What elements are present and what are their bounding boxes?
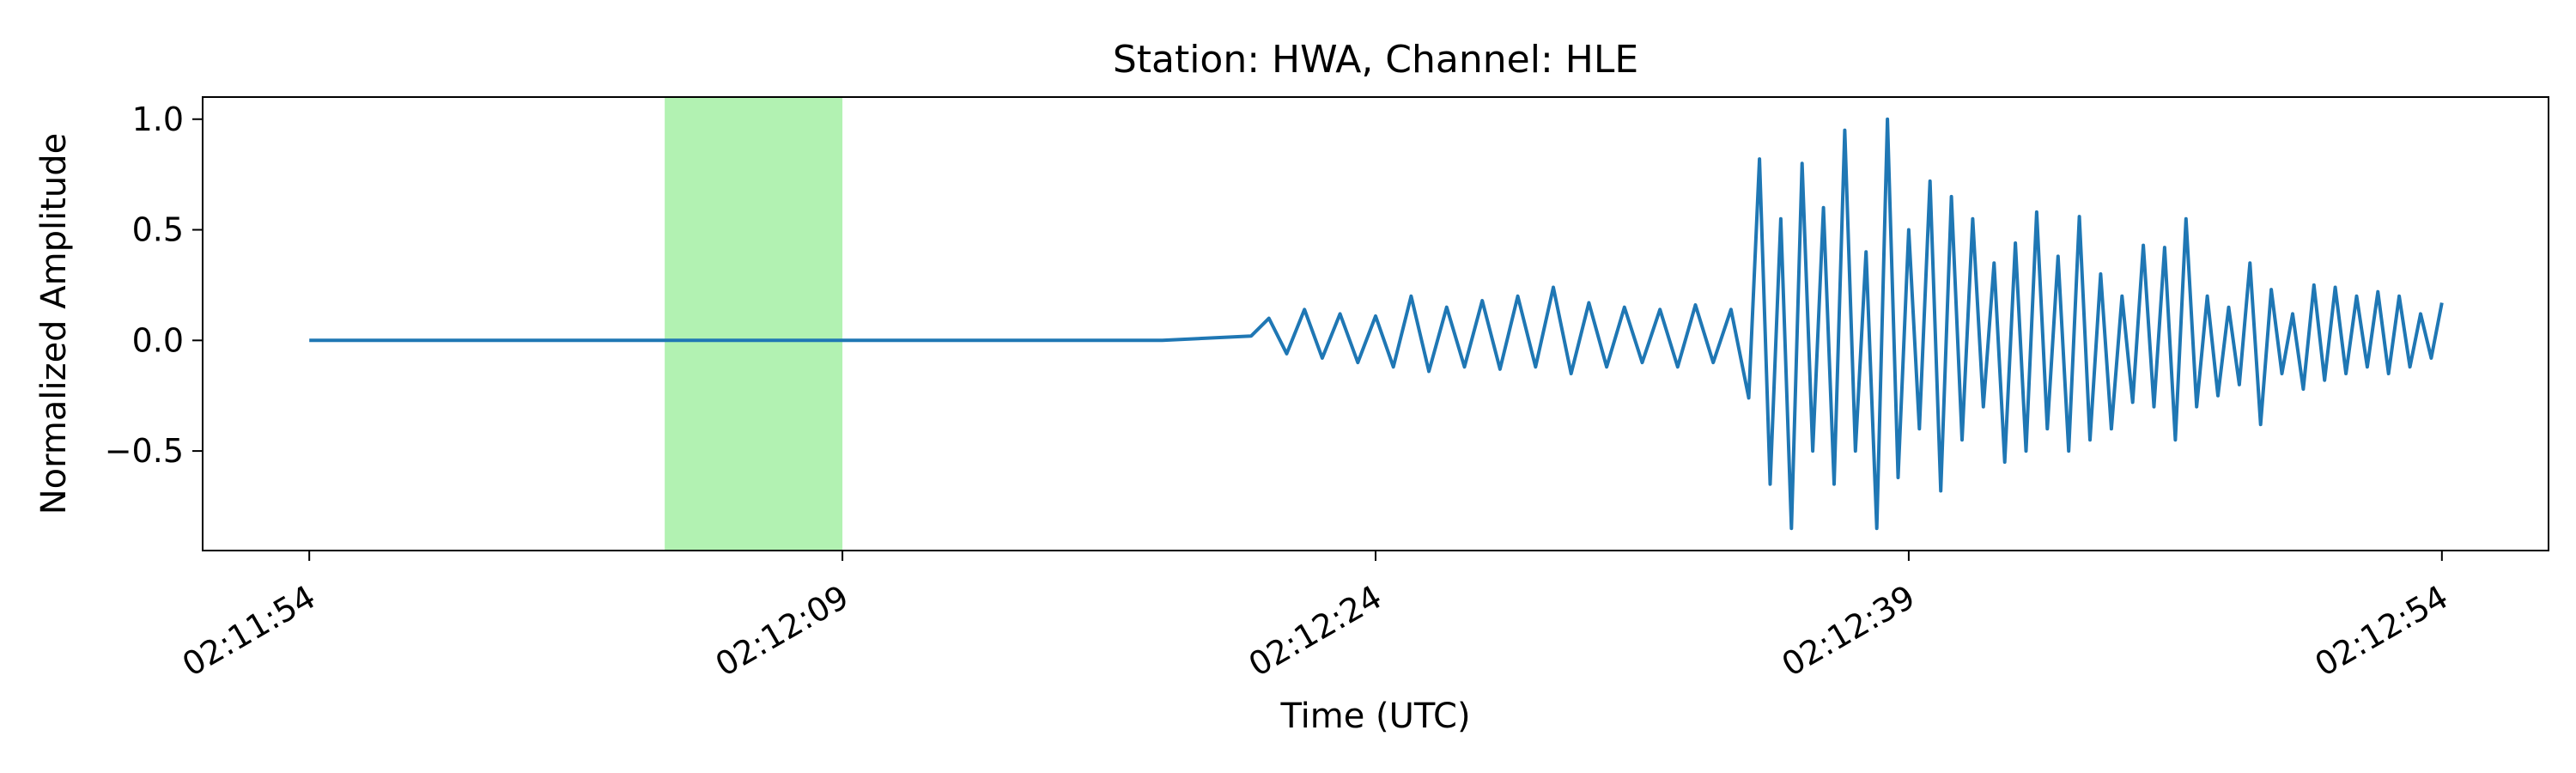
y-tick-label: −0.5	[105, 432, 184, 470]
x-axis: 02:11:54 02:12:09 02:12:24 02:12:39 02:12:54	[176, 551, 2454, 684]
series-layer	[309, 117, 2444, 531]
y-tick-label: 0.5	[132, 211, 184, 249]
x-axis-label: Time (UTC)	[1279, 697, 1470, 736]
y-tick-label: 1.0	[132, 100, 184, 138]
y-axis: 1.0 0.5 0.0 −0.5	[105, 100, 203, 470]
chart-title: Station: HWA, Channel: HLE	[1113, 38, 1638, 82]
highlight-layer	[665, 97, 843, 551]
x-tick-label: 02:12:24	[1242, 578, 1388, 684]
x-tick-label: 02:11:54	[176, 578, 322, 684]
highlight-window	[665, 97, 843, 551]
y-axis-label: Normalized Amplitude	[34, 133, 74, 515]
waveform-series-line	[309, 117, 2444, 531]
x-tick-label: 02:12:39	[1776, 578, 1922, 684]
y-tick-label: 0.0	[132, 321, 184, 359]
x-tick-label: 02:12:09	[709, 578, 855, 684]
plot-frame	[202, 96, 2549, 551]
x-tick-label: 02:12:54	[2309, 578, 2455, 684]
